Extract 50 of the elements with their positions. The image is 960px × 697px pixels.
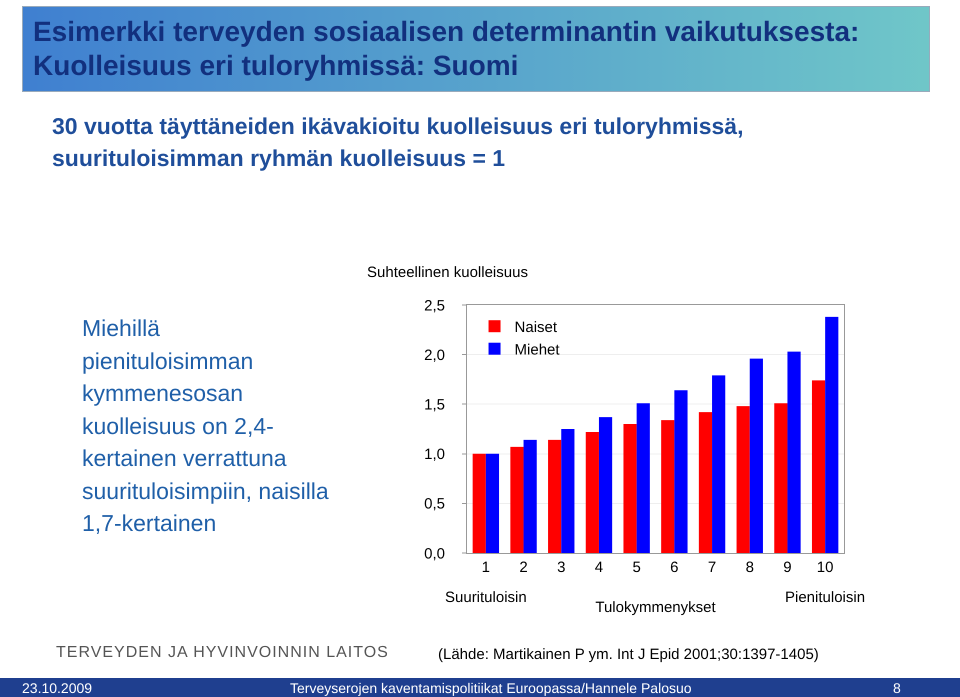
bar — [812, 380, 826, 553]
chart-title: Esimerkki terveyden sosiaalisen determinantin vaikutuksesta: Kuolleisuus eri tuloryhmissä: Suomi — [22, 6, 930, 92]
y-tick-label: 2,5 — [424, 297, 445, 314]
x-tick-label: 10 — [816, 559, 834, 576]
y-tick-label: 1,0 — [424, 446, 445, 464]
text: 8 — [893, 680, 901, 696]
bar — [661, 420, 674, 553]
text: Pienituloisin — [785, 589, 866, 606]
x-tick-label: 2 — [519, 559, 528, 576]
legend-label: Naiset — [514, 319, 558, 336]
bar — [510, 446, 524, 553]
y-tick-label: 0,0 — [424, 545, 445, 562]
bar — [736, 406, 750, 553]
bar — [524, 440, 537, 553]
x-tick-label: 9 — [783, 559, 792, 576]
y-tick-label: 2,0 — [424, 346, 445, 364]
bar — [674, 390, 688, 553]
bar — [548, 440, 562, 553]
text: (Lähde: Martikainen P ym. Int J Epid 2001;30:1397-1405) — [438, 646, 819, 663]
bar — [750, 358, 763, 553]
bar — [623, 424, 637, 553]
x-axis-title: Tulokymmenykset — [595, 599, 716, 616]
x-tick-label: 3 — [557, 559, 566, 576]
x-tick-label: 1 — [482, 559, 490, 576]
x-tick-label: 4 — [594, 559, 604, 576]
x-tick-label: 8 — [746, 559, 754, 576]
text: TERVEYDEN JA HYVINVOINNIN LAITOS — [56, 644, 389, 662]
bar — [561, 429, 574, 553]
bar — [636, 403, 650, 553]
chart-subtitle: 30 vuotta täyttäneiden ikävakioitu kuolleisuus eri tuloryhmissä, suurituloisimman ryhmän kuolleisuus = 1 — [52, 112, 744, 173]
bar — [586, 432, 599, 553]
bar — [774, 403, 788, 553]
text: Suurituloisin — [445, 589, 527, 606]
legend-label: Miehet — [514, 342, 560, 359]
bar — [787, 352, 801, 553]
text: 23.10.2009 — [22, 680, 92, 696]
x-tick-label: 7 — [708, 559, 716, 576]
bar — [472, 454, 486, 553]
bar — [698, 412, 712, 553]
bar — [486, 454, 500, 553]
y-tick-label: 0,5 — [424, 496, 445, 513]
text: Terveyserojen kaventamispolitiikat Euroopassa/Hannele Palosuo — [290, 680, 692, 696]
y-axis-title: Suhteellinen kuolleisuus — [367, 264, 528, 281]
text: Miehillä pienituloisimman kymmenesosan kuolleisuus on 2,4-kertainen verrattuna suurituloisimpiin, naisilla 1,7-kertainen — [82, 314, 330, 538]
x-tick-label: 5 — [632, 559, 641, 576]
bar — [825, 316, 838, 553]
bar — [712, 375, 726, 553]
bar — [598, 417, 612, 553]
x-tick-label: 6 — [670, 559, 679, 576]
y-tick-label: 1,5 — [424, 396, 445, 414]
